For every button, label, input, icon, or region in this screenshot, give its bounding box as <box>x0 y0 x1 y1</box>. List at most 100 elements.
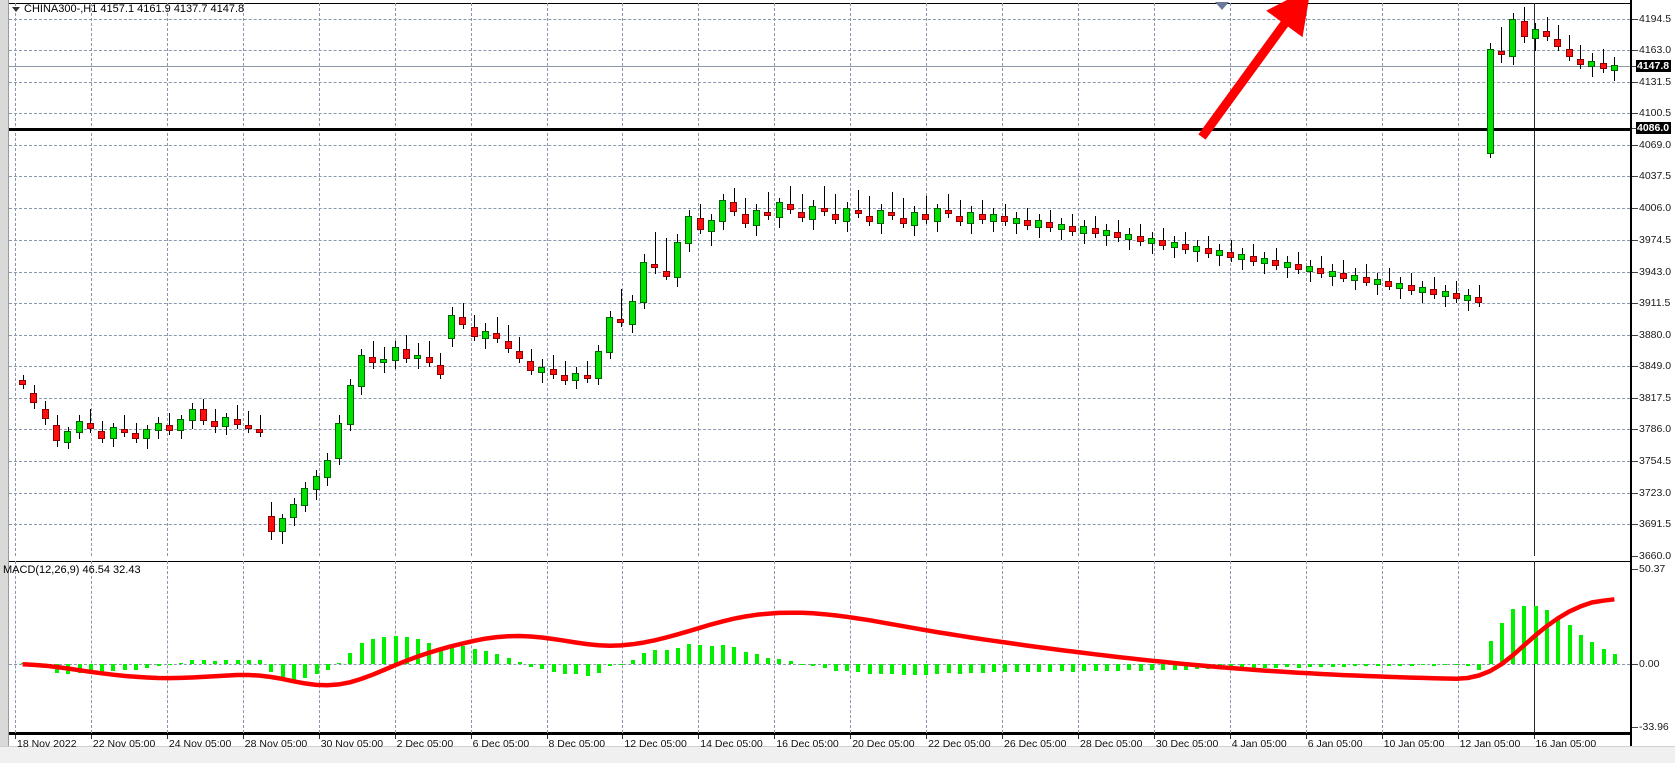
candle-bearish <box>436 365 444 376</box>
macd-histogram-bar <box>88 663 93 673</box>
macd-histogram-bar <box>867 663 872 675</box>
macd-histogram-bar <box>111 663 116 672</box>
gridline-vertical <box>1533 3 1535 556</box>
chart-top-marker-icon[interactable] <box>1215 2 1229 10</box>
candle-wick <box>1253 244 1254 267</box>
candle-bullish <box>1509 19 1517 58</box>
price-axis-label: 3880.0 <box>1639 328 1672 341</box>
price-axis-label: 4006.0 <box>1639 202 1672 215</box>
axis-tick <box>1632 208 1638 210</box>
symbol-header[interactable]: CHINA300-,H1 4157.1 4161.9 4137.7 4147.8 <box>12 3 244 15</box>
candle-bearish <box>1159 240 1167 247</box>
candle-wick <box>1389 268 1390 291</box>
candle-bearish <box>741 214 749 225</box>
macd-histogram-bar <box>732 647 737 664</box>
candle-bullish <box>1418 286 1426 293</box>
time-axis[interactable]: 18 Nov 2022 22 Nov 05:00 24 Nov 05:00 28 No… <box>9 733 1630 750</box>
candle-wick <box>1580 45 1581 70</box>
gridline-vertical <box>1002 561 1003 733</box>
macd-histogram-bar <box>314 663 319 675</box>
candle-bearish <box>786 204 794 211</box>
macd-histogram-bar <box>1296 663 1301 668</box>
time-axis-tick <box>926 735 928 739</box>
price-axis-label: 3974.5 <box>1639 233 1672 246</box>
candle-bearish <box>527 360 535 371</box>
gridline-vertical <box>774 561 776 733</box>
candle-wick <box>1298 252 1299 275</box>
macd-histogram-bar <box>1341 663 1346 667</box>
candle-wick <box>1072 214 1073 237</box>
candle-bearish <box>244 425 252 430</box>
caret-down-icon[interactable] <box>12 6 20 12</box>
candle-wick <box>215 409 216 434</box>
time-axis-tick <box>546 735 548 739</box>
candle-bullish <box>933 208 941 223</box>
candle-wick <box>429 340 430 367</box>
candle-bullish <box>911 212 918 227</box>
macd-histogram-bar <box>1070 663 1075 672</box>
gridline-vertical <box>166 561 168 733</box>
macd-histogram-bar <box>1567 625 1572 664</box>
candle-bearish <box>549 369 557 375</box>
bullish-breakout-arrow[interactable] <box>1190 0 1320 147</box>
candle-wick <box>1185 232 1186 255</box>
gridline-vertical <box>318 561 320 733</box>
macd-pane-top-border <box>9 561 1630 562</box>
macd-histogram-bar <box>472 648 477 664</box>
macd-histogram-bar <box>562 663 567 675</box>
gridline-vertical <box>1078 561 1079 733</box>
candle-bullish <box>877 210 885 225</box>
time-axis-label: 8 Dec 05:00 <box>548 738 606 750</box>
candle-bullish <box>1238 254 1246 261</box>
candle-bearish <box>854 210 862 215</box>
candle-bullish <box>1328 270 1336 277</box>
gridline-vertical <box>1078 3 1079 556</box>
gridline-vertical <box>242 3 244 556</box>
time-axis-tick <box>1533 735 1535 739</box>
macd-histogram-bar <box>1274 663 1279 669</box>
macd-histogram-bar <box>946 663 951 674</box>
candle-wick <box>1603 49 1604 74</box>
macd-histogram-bar <box>675 647 680 664</box>
macd-indicator-pane[interactable] <box>9 561 1630 733</box>
gridline-vertical <box>15 3 16 556</box>
macd-histogram-bar <box>122 663 127 671</box>
macd-histogram-bar <box>540 663 545 670</box>
candle-bullish <box>1486 49 1494 154</box>
candle-bearish <box>1046 222 1054 229</box>
macd-histogram-bar <box>1409 663 1414 666</box>
macd-histogram-bar <box>1488 640 1493 664</box>
price-chart-pane[interactable] <box>9 3 1630 556</box>
macd-histogram-bar <box>1048 663 1053 673</box>
price-axis-label: 4194.5 <box>1639 12 1672 25</box>
gridline-vertical <box>698 3 700 556</box>
price-axis-label: 3943.0 <box>1639 265 1672 278</box>
candle-bullish <box>606 316 614 353</box>
macd-histogram-bar <box>1319 663 1324 668</box>
macd-histogram-bar <box>133 663 138 670</box>
candle-bullish <box>628 300 636 325</box>
time-axis-tick <box>318 735 320 739</box>
candle-bearish <box>617 318 625 323</box>
candle-wick <box>869 196 870 227</box>
candle-bearish <box>1069 226 1076 233</box>
price-axis[interactable]: 4194.5 4163.0 4131.5 4100.5 4069.0 4037.5 4006… <box>1630 0 1675 746</box>
macd-signal-polyline <box>22 597 1615 688</box>
candle-bearish <box>865 216 873 223</box>
candle-bearish <box>820 208 828 213</box>
candle-bullish <box>1215 250 1223 257</box>
candle-wick <box>1231 240 1232 263</box>
candle-bullish <box>1170 242 1178 249</box>
macd-histogram-bar <box>1161 663 1166 671</box>
gridline-vertical <box>242 561 244 733</box>
candle-bullish <box>1351 274 1359 281</box>
candle-bearish <box>888 212 896 217</box>
gridline-vertical <box>470 561 472 733</box>
candle-bearish <box>504 340 512 349</box>
macd-axis-label: -33.96 <box>1639 721 1669 733</box>
candle-bearish <box>1599 63 1607 70</box>
left-scroll-rail[interactable] <box>0 0 9 746</box>
macd-histogram-bar <box>596 663 601 673</box>
time-axis-label: 30 Dec 05:00 <box>1155 738 1219 750</box>
candle-bullish <box>1441 290 1449 297</box>
